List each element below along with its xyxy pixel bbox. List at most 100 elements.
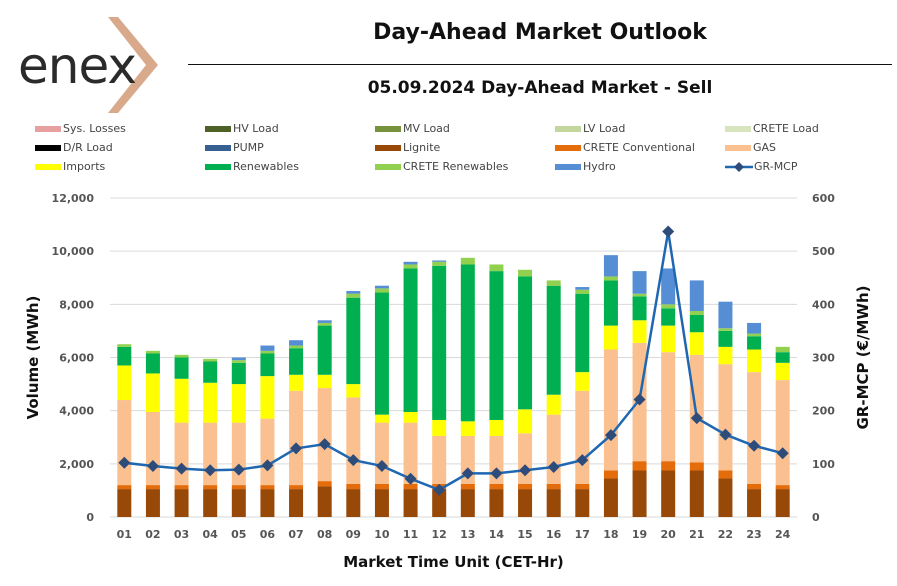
bar-segment-renewables	[603, 280, 618, 326]
legend-label: Hydro	[583, 160, 616, 173]
bar-segment-lignite	[489, 489, 504, 517]
bar-segment-gas	[346, 397, 361, 484]
bar-segment-imports	[689, 332, 704, 355]
x-tick-label: 20	[661, 528, 677, 541]
bar-segment-lignite	[546, 489, 561, 517]
legend-swatch	[375, 163, 401, 170]
bar-segment-gas	[775, 380, 790, 486]
legend-swatch	[205, 144, 231, 151]
bar-segment-gas	[747, 372, 762, 484]
gr-mcp-marker	[290, 442, 303, 455]
bar-segment-crete-conventional	[661, 461, 676, 471]
legend-item-hydro: Hydro	[555, 160, 616, 173]
bar-segment-imports	[546, 394, 561, 415]
bar-segment-crete-conventional	[346, 483, 361, 490]
y2-axis-title: GR-MCP (€/MWh)	[854, 285, 872, 429]
x-tick-label: 05	[231, 528, 246, 541]
bar-segment-crete-renewables	[174, 354, 189, 358]
bar-segment-imports	[575, 372, 590, 391]
x-tick-label: 06	[260, 528, 276, 541]
bar-segment-renewables	[374, 292, 389, 415]
bar-segment-crete-renewables	[231, 360, 246, 363]
bar-segment-hydro	[317, 320, 332, 323]
bar-segment-crete-renewables	[317, 322, 332, 326]
legend-label: Lignite	[403, 141, 441, 154]
x-tick-label: 02	[145, 528, 160, 541]
bar-segment-crete-conventional	[603, 470, 618, 479]
bar-segment-crete-renewables	[775, 346, 790, 353]
bar-segment-lignite	[374, 489, 389, 517]
logo-text: enex	[18, 37, 136, 95]
bar-segment-hydro	[289, 340, 304, 346]
bar-segment-renewables	[289, 348, 304, 375]
bar-segment-crete-renewables	[203, 358, 218, 362]
bar-segment-imports	[489, 419, 504, 436]
bar-segment-lignite	[632, 470, 647, 517]
bar-segment-imports	[775, 362, 790, 381]
bar-segment-renewables	[775, 352, 790, 363]
bar-segment-hydro	[374, 285, 389, 289]
legend-label: Imports	[63, 160, 106, 173]
bar-segment-lignite	[231, 489, 246, 517]
bar-segment-imports	[374, 414, 389, 423]
bar-segment-gas	[603, 349, 618, 471]
gr-mcp-marker	[633, 393, 646, 406]
bar-segment-hydro	[575, 287, 590, 290]
bar-segment-gas	[145, 411, 160, 486]
bar-segment-lignite	[775, 489, 790, 517]
bar-segment-renewables	[260, 353, 275, 377]
bar-segment-renewables	[489, 271, 504, 420]
gr-mcp-marker	[604, 429, 617, 442]
x-tick-label: 15	[517, 528, 532, 541]
x-tick-label: 09	[346, 528, 361, 541]
logo-chevron	[108, 17, 158, 113]
x-tick-label: 16	[546, 528, 562, 541]
bar-segment-crete-conventional	[689, 462, 704, 471]
legend-label: GR-MCP	[754, 160, 798, 173]
page-title: Day-Ahead Market Outlook	[373, 20, 707, 45]
bar-segment-gas	[689, 354, 704, 463]
bar-segment-lignite	[289, 489, 304, 517]
legend-swatch	[375, 125, 401, 132]
bar-segment-crete-renewables	[632, 293, 647, 297]
y-axis-title: Volume (MWh)	[24, 296, 42, 420]
gr-mcp-marker	[375, 459, 388, 472]
x-tick-label: 23	[746, 528, 761, 541]
bar-segment-gas	[661, 352, 676, 462]
legend-swatch	[725, 125, 751, 132]
bar-segment-crete-conventional	[374, 483, 389, 490]
bar-segment-crete-conventional	[546, 483, 561, 490]
x-tick-label: 14	[489, 528, 505, 541]
bar-segment-imports	[317, 374, 332, 389]
bar-segment-gas	[432, 435, 447, 484]
y-tick-label: 6,000	[59, 352, 94, 365]
legend-swatch	[555, 163, 581, 170]
gr-mcp-marker	[576, 454, 589, 467]
bar-segment-renewables	[718, 330, 733, 347]
bar-segment-renewables	[518, 276, 533, 410]
x-tick-label: 04	[203, 528, 219, 541]
legend-label: LV Load	[583, 122, 626, 135]
legend-item-hv-load: HV Load	[205, 122, 279, 135]
bar-segment-crete-conventional	[174, 485, 189, 490]
legend-label: HV Load	[233, 122, 279, 135]
legend-label: PUMP	[233, 141, 264, 154]
legend-item-crete-load: CRETE Load	[725, 122, 819, 135]
bar-segment-hydro	[689, 280, 704, 311]
gr-mcp-line	[124, 231, 784, 492]
gr-mcp-marker	[404, 472, 417, 485]
bar-segment-lignite	[518, 489, 533, 517]
gr-mcp-marker	[232, 463, 245, 476]
x-tick-label: 17	[575, 528, 590, 541]
legend-label: GAS	[753, 141, 777, 154]
bar-segment-crete-conventional	[260, 485, 275, 490]
bar-segment-imports	[518, 409, 533, 434]
bar-segment-lignite	[174, 489, 189, 517]
bar-segment-hydro	[632, 271, 647, 294]
bar-segment-crete-renewables	[432, 261, 447, 266]
y2-tick-label: 500	[812, 245, 835, 258]
bar-segment-renewables	[632, 296, 647, 321]
bar-segment-imports	[747, 349, 762, 373]
x-tick-label: 03	[174, 528, 189, 541]
legend-item-mv-load: MV Load	[375, 122, 450, 135]
